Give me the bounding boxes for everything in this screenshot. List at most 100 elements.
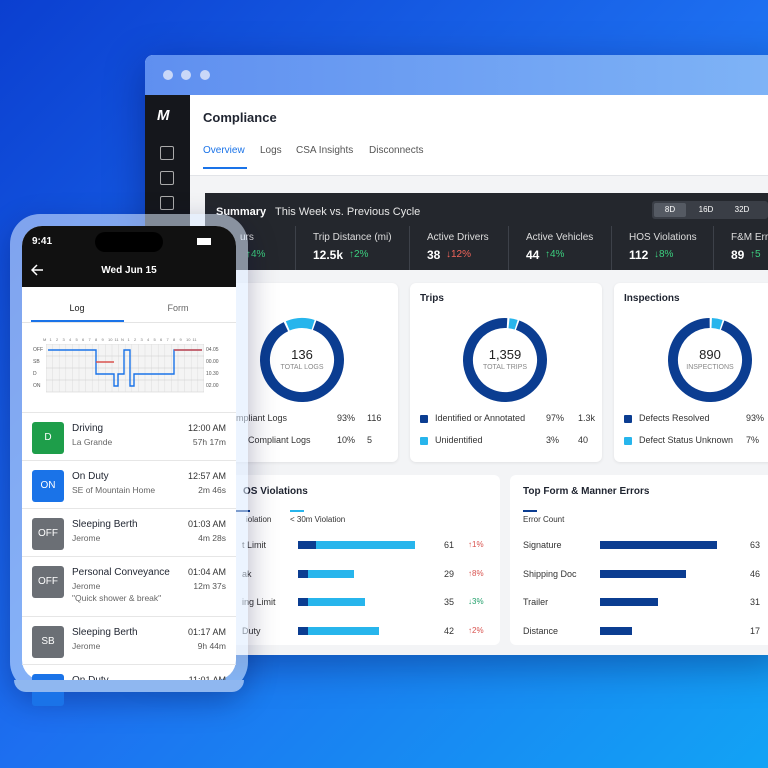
bar	[298, 598, 366, 606]
card-title: Top Form & Manner Errors	[523, 486, 650, 497]
entry-time: 12:57 AM	[187, 471, 226, 481]
legend-label: iolation	[246, 515, 272, 524]
sidebar-icon[interactable]	[160, 146, 174, 160]
legend-label: Compliant Logs	[248, 435, 311, 445]
row-value: 29	[443, 568, 454, 579]
nav-tab[interactable]: Overview	[203, 145, 245, 156]
metric-divider	[508, 226, 509, 270]
legend-swatch	[624, 415, 632, 423]
nav-tab[interactable]: Logs	[260, 145, 282, 156]
legend-swatch	[420, 437, 428, 445]
hour-label: 1	[49, 337, 52, 342]
legend-label: mpliant Logs	[236, 413, 288, 423]
legend-count: 5	[367, 435, 373, 445]
entry-location: Jerome	[72, 533, 101, 543]
hour-label: 1	[127, 337, 130, 342]
row-value: 17	[749, 625, 760, 636]
bar	[298, 541, 416, 549]
nav-tab[interactable]: Disconnects	[369, 145, 424, 156]
metric-value: 12.5k	[313, 248, 344, 262]
row-value: 31	[749, 597, 760, 607]
status-badge: OFF	[32, 566, 64, 598]
hour-label: 6	[82, 337, 85, 342]
range-button[interactable]: 8D	[654, 203, 686, 217]
donut	[463, 318, 547, 402]
status-time: 9:41	[32, 236, 53, 247]
bar-dark-part	[298, 598, 308, 606]
card	[410, 283, 602, 462]
row-label: Distance	[523, 625, 559, 636]
legend-swatch	[420, 415, 428, 423]
bar	[600, 598, 658, 606]
card-title: Inspections	[624, 293, 680, 304]
entry-status: Sleeping Berth	[72, 519, 138, 530]
metric-value: 44	[526, 248, 540, 262]
hour-label: 7	[88, 337, 91, 342]
legend-swatch	[624, 437, 632, 445]
hour-label: N	[121, 337, 124, 342]
phone-tab[interactable]: Log	[69, 303, 85, 313]
sidebar-icon[interactable]	[160, 171, 174, 185]
row-value: 35	[443, 597, 454, 607]
hour-label: 2	[134, 337, 137, 342]
logo: M	[157, 107, 170, 124]
phone-tab[interactable]: Form	[167, 303, 189, 313]
bar-dark-part	[298, 569, 308, 578]
row-label: ing Limit	[242, 597, 276, 607]
sidebar-icon[interactable]	[160, 196, 174, 210]
row-label: t Limit	[242, 540, 267, 550]
bar	[298, 569, 354, 578]
entry-location: Jerome	[72, 581, 101, 591]
metric-divider	[713, 226, 714, 270]
hour-label: 3	[62, 337, 65, 342]
metric-label: Trip Distance (mi)	[313, 232, 392, 243]
row-change: ↓3%	[468, 597, 484, 606]
row-label: Shipping Doc	[523, 568, 577, 579]
active-tab-underline	[203, 167, 247, 169]
legend-swatch	[290, 510, 304, 512]
donut-total: 1,359	[488, 347, 522, 362]
row-value: 42	[443, 625, 454, 636]
hour-label: 11	[192, 337, 197, 342]
hour-label: 9	[179, 337, 182, 342]
range-button[interactable]: 16D	[698, 205, 714, 214]
metric-label: Active Vehicles	[526, 232, 594, 243]
legend-count: 40	[578, 435, 589, 445]
hour-label: 7	[166, 337, 169, 342]
bar	[600, 569, 686, 578]
legend-pct: 93%	[337, 413, 356, 423]
row-label: Duty	[242, 625, 261, 636]
title-bar	[145, 55, 768, 95]
entry-duration: 4m 28s	[198, 533, 226, 543]
window-dot	[181, 70, 191, 80]
hour-label: 5	[153, 337, 156, 342]
row-change: ↑8%	[468, 568, 484, 578]
donut-total: 136	[291, 347, 313, 362]
entry-duration: 9h 44m	[197, 641, 226, 651]
entry-location: SE of Mountain Home	[72, 485, 156, 495]
metric-value: 38	[427, 248, 441, 262]
hour-label: 5	[75, 337, 78, 342]
legend-label: Defects Resolved	[639, 413, 710, 423]
bar	[600, 541, 718, 549]
window-dot	[163, 70, 173, 80]
legend-label: Identified or Annotated	[435, 413, 526, 423]
entry-status: Personal Conveyance	[72, 567, 170, 578]
entry-divider	[22, 556, 236, 557]
entry-time: 01:03 AM	[187, 519, 226, 529]
hour-label: 10	[186, 337, 191, 342]
donut-total-label: TOTAL TRIPS	[482, 364, 528, 371]
metric-change: ↑4%	[545, 249, 565, 260]
metric-divider	[611, 226, 612, 270]
card	[230, 283, 398, 462]
log-graph	[46, 344, 204, 393]
row-value: 61	[443, 540, 454, 550]
nav-tab[interactable]: CSA Insights	[296, 145, 354, 156]
summary-subtitle: This Week vs. Previous Cycle	[275, 206, 421, 218]
legend-count: 1.3k	[578, 413, 596, 423]
range-button[interactable]: 32D	[734, 205, 750, 214]
row-value: 63	[749, 540, 760, 550]
metric-value: 112	[629, 248, 649, 262]
entry-divider	[22, 664, 236, 665]
